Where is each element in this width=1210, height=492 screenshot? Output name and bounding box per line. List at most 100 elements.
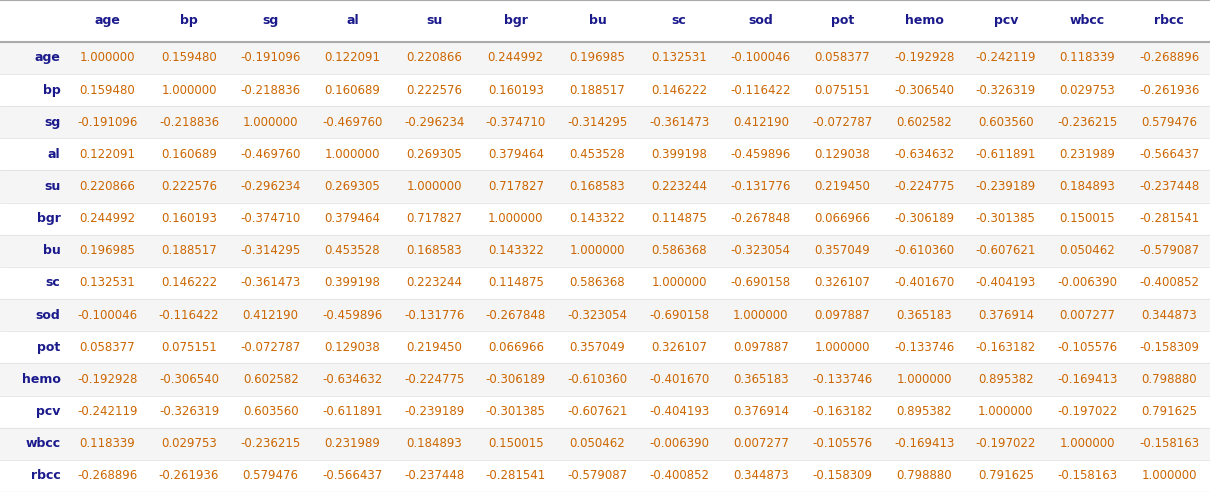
Text: -0.072787: -0.072787 (812, 116, 872, 129)
Text: sc: sc (672, 14, 686, 28)
Text: 1.000000: 1.000000 (243, 116, 299, 129)
Text: -0.006390: -0.006390 (649, 437, 709, 450)
Bar (0, 106, 1210, 138)
Text: 1.000000: 1.000000 (651, 277, 707, 289)
Text: -0.218836: -0.218836 (241, 84, 301, 96)
Text: 0.231989: 0.231989 (324, 437, 380, 450)
Text: 0.412190: 0.412190 (733, 116, 789, 129)
Text: -0.158309: -0.158309 (1139, 341, 1199, 354)
Text: 0.184893: 0.184893 (1060, 180, 1116, 193)
Text: 0.379464: 0.379464 (324, 212, 380, 225)
Text: -0.267848: -0.267848 (485, 308, 546, 322)
Text: pot: pot (831, 14, 854, 28)
Text: 1.000000: 1.000000 (733, 308, 789, 322)
Text: 0.602582: 0.602582 (897, 116, 952, 129)
Text: bp: bp (42, 84, 60, 96)
Text: -0.611891: -0.611891 (975, 148, 1036, 161)
Text: 0.586368: 0.586368 (651, 245, 707, 257)
Text: 0.129038: 0.129038 (324, 341, 380, 354)
Text: wbcc: wbcc (1070, 14, 1105, 28)
Text: -0.267848: -0.267848 (731, 212, 791, 225)
Text: 0.344873: 0.344873 (733, 469, 789, 483)
Text: 0.150015: 0.150015 (1060, 212, 1116, 225)
Text: 0.184893: 0.184893 (407, 437, 462, 450)
Text: -0.133746: -0.133746 (812, 373, 872, 386)
Text: -0.326319: -0.326319 (975, 84, 1036, 96)
Text: age: age (94, 14, 120, 28)
Text: 0.223244: 0.223244 (407, 277, 462, 289)
Text: -0.566437: -0.566437 (1139, 148, 1199, 161)
Text: 0.357049: 0.357049 (570, 341, 626, 354)
Text: -0.237448: -0.237448 (404, 469, 465, 483)
Text: -0.690158: -0.690158 (731, 277, 791, 289)
Text: 0.453528: 0.453528 (570, 148, 626, 161)
Text: -0.133746: -0.133746 (894, 341, 955, 354)
Text: 0.895382: 0.895382 (978, 373, 1033, 386)
Text: -0.326319: -0.326319 (159, 405, 219, 418)
Text: -0.105576: -0.105576 (812, 437, 872, 450)
Text: su: su (426, 14, 442, 28)
Text: su: su (45, 180, 60, 193)
Text: al: al (346, 14, 358, 28)
Text: -0.242119: -0.242119 (77, 405, 138, 418)
Text: 0.717827: 0.717827 (488, 180, 543, 193)
Text: 0.326107: 0.326107 (814, 277, 870, 289)
Text: -0.158163: -0.158163 (1139, 437, 1199, 450)
Text: 0.602582: 0.602582 (243, 373, 299, 386)
Text: -0.610360: -0.610360 (894, 245, 955, 257)
Text: 1.000000: 1.000000 (978, 405, 1033, 418)
Text: 0.603560: 0.603560 (978, 116, 1033, 129)
Text: 0.399198: 0.399198 (651, 148, 707, 161)
Text: -0.607621: -0.607621 (975, 245, 1036, 257)
Text: 0.223244: 0.223244 (651, 180, 707, 193)
Text: 1.000000: 1.000000 (80, 51, 136, 64)
Text: -0.404193: -0.404193 (649, 405, 709, 418)
Text: sod: sod (36, 308, 60, 322)
Text: 0.132531: 0.132531 (651, 51, 707, 64)
Text: -0.100046: -0.100046 (77, 308, 138, 322)
Text: -0.169413: -0.169413 (1058, 373, 1118, 386)
Text: -0.400852: -0.400852 (1139, 277, 1199, 289)
Text: -0.610360: -0.610360 (567, 373, 628, 386)
Text: 0.118339: 0.118339 (80, 437, 136, 450)
Text: 0.399198: 0.399198 (324, 277, 380, 289)
Text: 0.007277: 0.007277 (1060, 308, 1116, 322)
Text: 0.146222: 0.146222 (651, 84, 707, 96)
Text: -0.301385: -0.301385 (976, 212, 1036, 225)
Text: 0.365183: 0.365183 (733, 373, 789, 386)
Text: -0.306540: -0.306540 (894, 84, 955, 96)
Text: 0.244992: 0.244992 (488, 51, 543, 64)
Text: 0.160689: 0.160689 (161, 148, 217, 161)
Text: sc: sc (46, 277, 60, 289)
Text: 0.219450: 0.219450 (814, 180, 870, 193)
Text: -0.100046: -0.100046 (731, 51, 791, 64)
Text: -0.459896: -0.459896 (322, 308, 382, 322)
Text: -0.296234: -0.296234 (241, 180, 301, 193)
Text: -0.323054: -0.323054 (567, 308, 628, 322)
Text: 0.168583: 0.168583 (570, 180, 626, 193)
Text: 0.326107: 0.326107 (651, 341, 707, 354)
Text: 1.000000: 1.000000 (1060, 437, 1116, 450)
Text: -0.579087: -0.579087 (567, 469, 628, 483)
Text: 0.798880: 0.798880 (1141, 373, 1197, 386)
Text: -0.239189: -0.239189 (404, 405, 465, 418)
Text: -0.306540: -0.306540 (159, 373, 219, 386)
Text: 0.066966: 0.066966 (814, 212, 870, 225)
Text: 0.188517: 0.188517 (570, 84, 626, 96)
Text: 0.122091: 0.122091 (80, 148, 136, 161)
Bar (0, 299, 1210, 331)
Text: 0.129038: 0.129038 (814, 148, 870, 161)
Text: -0.301385: -0.301385 (486, 405, 546, 418)
Text: 0.376914: 0.376914 (978, 308, 1033, 322)
Text: age: age (35, 51, 60, 64)
Text: 0.579476: 0.579476 (1141, 116, 1197, 129)
Text: 0.196985: 0.196985 (80, 245, 136, 257)
Text: -0.197022: -0.197022 (975, 437, 1036, 450)
Text: -0.361473: -0.361473 (649, 116, 709, 129)
Text: 0.717827: 0.717827 (407, 212, 462, 225)
Bar (0, 331, 1210, 364)
Bar (0, 460, 1210, 492)
Text: -0.401670: -0.401670 (649, 373, 709, 386)
Text: sg: sg (263, 14, 278, 28)
Text: pcv: pcv (993, 14, 1018, 28)
